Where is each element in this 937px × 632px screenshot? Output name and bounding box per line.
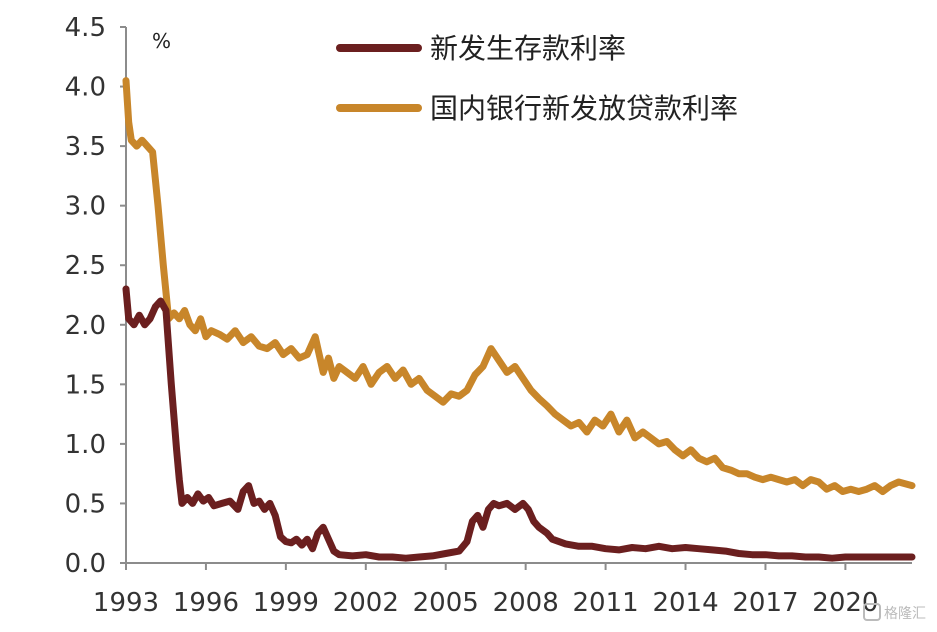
- x-ticks: 1993 1996 1999 2002 2005 2008 2011 2014 2017 2020: [93, 563, 878, 618]
- x-tick-label: 1999: [253, 588, 319, 618]
- x-tick-label: 2008: [493, 588, 559, 618]
- x-tick-label: 1993: [93, 588, 159, 618]
- y-tick-label: 0.0: [65, 549, 106, 579]
- y-tick-label: 2.5: [65, 251, 106, 281]
- series-line: [122, 285, 916, 562]
- y-tick-label: 0.5: [65, 489, 106, 519]
- y-ticks: 0.0 0.5 1.0 1.5 2.0 2.5 3.0 3.5 4.0 4.5: [65, 13, 126, 579]
- series-line: [122, 77, 916, 495]
- series-layer: [122, 77, 916, 562]
- y-tick-label: 2.0: [65, 311, 106, 341]
- y-tick-label: 3.5: [65, 132, 106, 162]
- legend-label: 国内银行新发放贷款利率: [430, 92, 738, 125]
- watermark-logo-icon: [863, 603, 881, 621]
- y-tick-label: 1.5: [65, 370, 106, 400]
- y-tick-label: 1.0: [65, 430, 106, 460]
- x-tick-label: 2011: [573, 588, 639, 618]
- legend-label: 新发生存款利率: [430, 32, 626, 65]
- y-tick-label: 4.0: [65, 73, 106, 103]
- x-tick-label: 2002: [333, 588, 399, 618]
- y-tick-label: 3.0: [65, 192, 106, 222]
- watermark-text: 格隆汇: [884, 606, 926, 622]
- x-tick-label: 1996: [173, 588, 239, 618]
- x-tick-label: 2005: [413, 588, 479, 618]
- x-tick-label: 2014: [652, 588, 718, 618]
- unit-label: %: [152, 29, 171, 53]
- x-tick-label: 2017: [732, 588, 798, 618]
- y-tick-label: 4.5: [65, 13, 106, 43]
- watermark: 格隆汇: [863, 603, 926, 622]
